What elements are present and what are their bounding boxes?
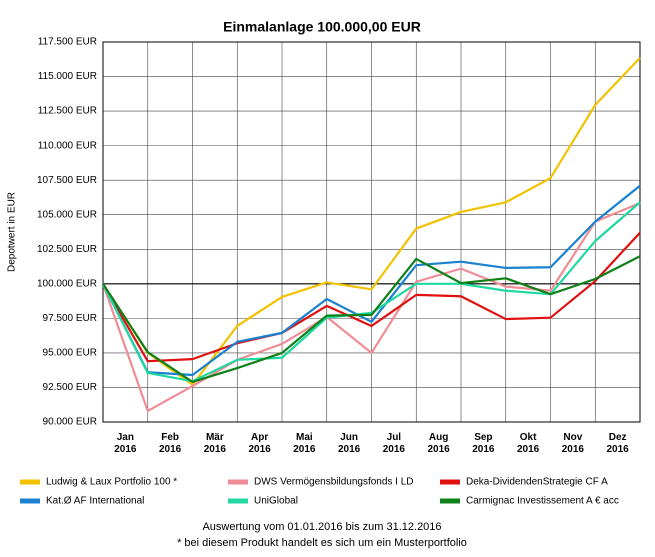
- y-tick-label: 97.500 EUR: [43, 313, 97, 324]
- series-line: [102, 255, 641, 384]
- x-tick-label: Dez 2016: [606, 432, 629, 455]
- plot-border: [102, 41, 641, 423]
- x-tick-label: Jun 2016: [338, 432, 361, 455]
- y-tick-label: 100.000 EUR: [37, 278, 97, 289]
- x-tick-label: Feb 2016: [159, 432, 182, 455]
- legend-label: Deka-DividendenStrategie CF A: [466, 477, 608, 488]
- y-tick-label: 95.000 EUR: [43, 348, 97, 359]
- x-tick-label: Jul 2016: [382, 432, 405, 455]
- x-tick-label: Okt 2016: [517, 432, 540, 455]
- y-tick-label: 112.500 EUR: [38, 106, 97, 117]
- series-line: [102, 231, 641, 363]
- y-tick-label: 115.000 EUR: [38, 71, 97, 82]
- legend-label: UniGlobal: [254, 496, 298, 507]
- y-tick-label: 90.000 EUR: [43, 417, 97, 428]
- legend-label: Ludwig & Laux Portfolio 100 *: [46, 477, 177, 488]
- footer-note: Auswertung vom 01.01.2016 bis zum 31.12.…: [202, 521, 441, 533]
- y-tick-label: 117.500 EUR: [38, 37, 97, 48]
- y-tick-label: 110.000 EUR: [38, 140, 97, 151]
- series-line: [102, 184, 641, 377]
- series-line: [102, 57, 641, 386]
- legend-label: Carmignac Investissement A € acc: [466, 496, 619, 507]
- y-tick-label: 107.500 EUR: [37, 175, 97, 186]
- y-axis-label: Depotwert in EUR: [7, 192, 18, 272]
- x-tick-label: Jan 2016: [114, 432, 137, 455]
- x-tick-label: Aug 2016: [427, 432, 450, 455]
- legend-label: Kat.Ø AF International: [46, 496, 144, 507]
- chart-title: Einmalanlage 100.000,00 EUR: [223, 19, 421, 35]
- y-tick-label: 105.000 EUR: [37, 209, 97, 220]
- x-tick-label: Mär 2016: [203, 432, 226, 455]
- x-tick-label: Nov 2016: [561, 432, 584, 455]
- series-line: [101, 201, 641, 413]
- legend-label: DWS Vermögensbildungsfonds I LD: [254, 477, 414, 488]
- footer-note: * bei diesem Produkt handelt es sich um …: [177, 537, 467, 549]
- x-tick-label: Apr 2016: [248, 432, 271, 455]
- y-tick-label: 92.500 EUR: [43, 382, 97, 393]
- y-tick-label: 102.500 EUR: [37, 244, 97, 255]
- x-tick-label: Mai 2016: [293, 432, 316, 455]
- x-tick-label: Sep 2016: [472, 432, 495, 455]
